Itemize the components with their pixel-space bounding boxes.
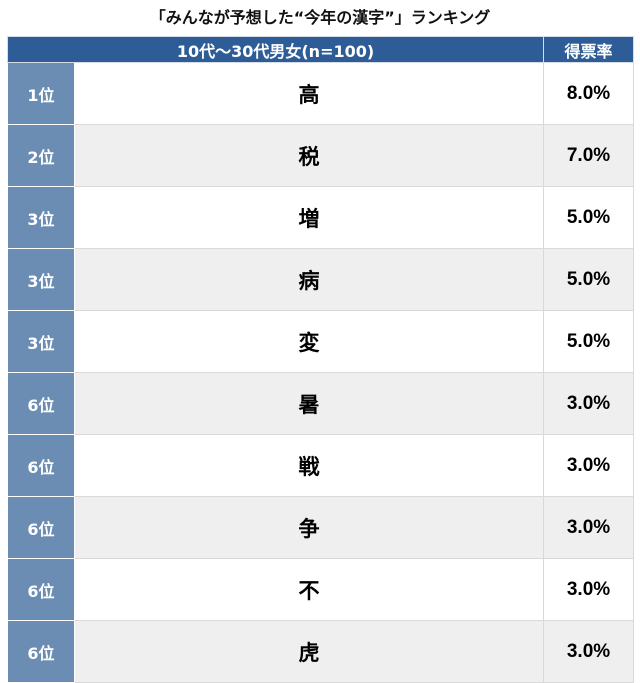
share-cell: 3.0% (543, 496, 635, 559)
rank-cell: 3位 (7, 186, 75, 249)
score-header: 得票率 (543, 36, 635, 63)
group-header: 10代〜30代男女(n=100) (6, 36, 545, 63)
table-row: 3位 変 5.0% (7, 310, 635, 373)
table-header-row: 10代〜30代男女(n=100) 得票率 (6, 36, 635, 63)
table-row: 6位 虎 3.0% (7, 620, 635, 683)
table-row: 3位 増 5.0% (7, 186, 635, 249)
ranking-table: 10代〜30代男女(n=100) 得票率 1位 高 8.0% 2位 税 7.0%… (6, 36, 635, 683)
rank-cell: 3位 (7, 248, 75, 311)
share-cell: 5.0% (543, 186, 635, 249)
kanji-cell: 増 (73, 186, 545, 249)
rank-cell: 2位 (7, 124, 75, 187)
share-cell: 3.0% (543, 620, 635, 683)
kanji-cell: 病 (73, 248, 545, 311)
table-row: 6位 争 3.0% (7, 496, 635, 559)
page-title: 「みんなが予想した“今年の漢字”」ランキング (149, 8, 491, 27)
kanji-cell: 不 (73, 558, 545, 621)
kanji-cell: 税 (73, 124, 545, 187)
table-row: 6位 戦 3.0% (7, 434, 635, 497)
table-row: 6位 暑 3.0% (7, 372, 635, 435)
rank-cell: 3位 (7, 310, 75, 373)
rank-cell: 6位 (7, 620, 75, 683)
rank-cell: 6位 (7, 558, 75, 621)
kanji-cell: 変 (73, 310, 545, 373)
kanji-cell: 戦 (73, 434, 545, 497)
rank-cell: 6位 (7, 496, 75, 559)
kanji-cell: 高 (73, 62, 545, 125)
rank-cell: 1位 (7, 62, 75, 125)
share-cell: 7.0% (543, 124, 635, 187)
share-cell: 5.0% (543, 248, 635, 311)
share-cell: 3.0% (543, 372, 635, 435)
table-row: 6位 不 3.0% (7, 558, 635, 621)
share-cell: 3.0% (543, 558, 635, 621)
rank-cell: 6位 (7, 434, 75, 497)
table-row: 2位 税 7.0% (7, 124, 635, 187)
share-cell: 8.0% (543, 62, 635, 125)
kanji-cell: 暑 (73, 372, 545, 435)
share-cell: 3.0% (543, 434, 635, 497)
share-cell: 5.0% (543, 310, 635, 373)
kanji-cell: 虎 (73, 620, 545, 683)
rank-cell: 6位 (7, 372, 75, 435)
table-row: 1位 高 8.0% (7, 62, 635, 125)
table-row: 3位 病 5.0% (7, 248, 635, 311)
kanji-cell: 争 (73, 496, 545, 559)
